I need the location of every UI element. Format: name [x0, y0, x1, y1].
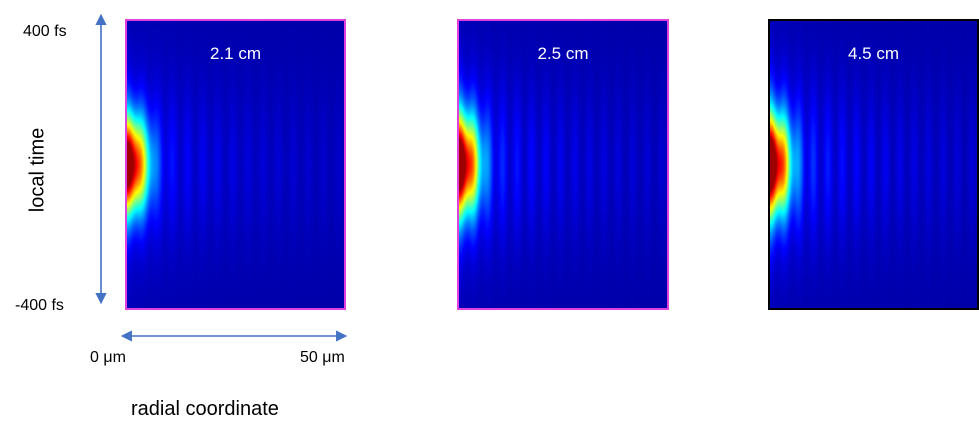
heatmap-image — [770, 21, 977, 308]
heatmap-panel-2-5cm: 2.5 cm — [457, 19, 669, 310]
x-tick-left: 0 μm — [90, 349, 126, 366]
x-axis-label: radial coordinate — [131, 398, 279, 420]
panel-label: 2.1 cm — [209, 44, 262, 63]
heatmap-panel-2-1cm: 2.1 cm — [125, 19, 346, 310]
heatmap-image — [459, 21, 667, 308]
y-tick-top: 400 fs — [23, 23, 67, 40]
heatmap-panel-4-5cm: 4.5 cm — [768, 19, 979, 310]
heatmap-image — [127, 21, 344, 308]
x-tick-right: 50 μm — [300, 349, 345, 366]
y-tick-bottom: -400 fs — [15, 297, 64, 314]
panel-label: 2.5 cm — [537, 44, 589, 63]
panel-label: 4.5 cm — [847, 44, 900, 63]
y-axis-label: local time — [26, 127, 49, 213]
